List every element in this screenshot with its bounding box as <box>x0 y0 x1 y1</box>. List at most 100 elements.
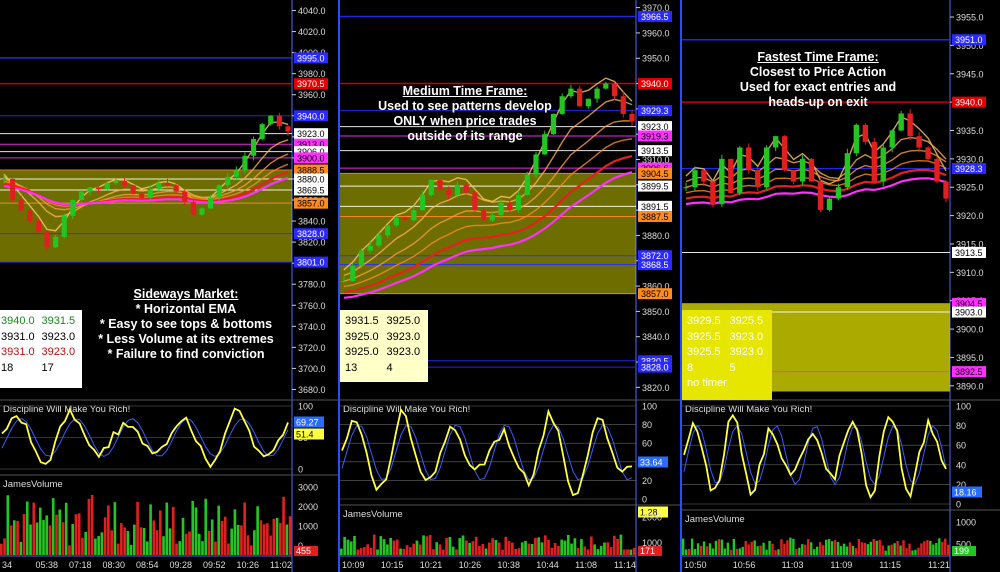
volume-bar <box>120 523 123 555</box>
candle-body <box>402 217 408 221</box>
volume-bar <box>845 546 849 555</box>
volume-bar <box>851 545 855 555</box>
candle-body <box>190 202 196 215</box>
candle-body <box>907 113 913 137</box>
time-tick-label: 10:15 <box>381 560 404 570</box>
ema-line <box>3 139 289 218</box>
volume-bar <box>580 539 583 555</box>
table-cell: 3931.0 <box>1 346 35 358</box>
price-tick-label: 3930.0 <box>956 154 984 164</box>
candle-body <box>728 158 734 193</box>
volume-bar <box>494 540 498 555</box>
candle-body <box>285 126 291 132</box>
left-order-table: 3940.0 3931.5 3931.0 3923.0 3931.0 3923.0 1… <box>0 310 82 388</box>
price-tag-label: 3940.0 <box>297 111 325 121</box>
time-tick-label: 10:21 <box>420 560 443 570</box>
candle-body <box>358 250 365 266</box>
candle-body <box>182 191 188 203</box>
price-tag-label: 3900.0 <box>297 153 325 163</box>
candle-body <box>524 174 530 195</box>
left-annotation-title: Sideways Market: <box>133 287 239 301</box>
volume-bar <box>511 542 514 555</box>
table-cell: 5 <box>729 361 736 374</box>
volume-bar <box>923 541 926 555</box>
candle-body <box>611 83 618 97</box>
candle-body <box>594 88 600 99</box>
candle-body <box>225 176 231 186</box>
volume-bar <box>543 535 547 555</box>
volume-bar <box>425 536 429 555</box>
volume-bar <box>395 539 399 555</box>
price-tag-label: 3966.5 <box>641 12 669 22</box>
volume-bar <box>12 520 16 555</box>
volume-bar <box>110 530 113 555</box>
oscillator-tick-label: 80 <box>956 421 966 431</box>
volume-bar <box>445 538 448 555</box>
volume-bar <box>71 524 75 555</box>
volume-tick-label: 2000 <box>298 502 318 512</box>
candle-body <box>268 115 274 125</box>
volume-bar <box>448 536 452 555</box>
volume-bar <box>714 540 718 555</box>
candle-body <box>871 141 877 182</box>
volume-bar <box>827 539 831 555</box>
volume-bar <box>732 538 735 555</box>
volume-bar <box>279 522 282 555</box>
volume-bar <box>684 549 688 555</box>
volume-bar <box>272 518 276 555</box>
volume-tick-label: 1000 <box>956 518 976 528</box>
volume-bar <box>911 550 914 555</box>
volume-bar <box>51 498 55 555</box>
price-tag <box>638 250 672 262</box>
volume-bar <box>405 545 409 555</box>
volume-bar <box>929 540 932 555</box>
volume-bar <box>553 542 557 555</box>
middle-annotation-line: Used to see patterns develop <box>378 99 552 113</box>
candle-body <box>87 187 93 192</box>
candle-body <box>233 170 239 177</box>
left-annotation-line: * Less Volume at its extremes <box>98 332 274 346</box>
price-tag-label: 3904.5 <box>641 169 669 179</box>
table-row: 3925.5 3923.0 <box>687 330 772 346</box>
price-tag-label: 3830.5 <box>641 356 669 366</box>
price-tag <box>952 34 986 46</box>
table-cell: 3925.5 <box>687 330 721 343</box>
time-tick-label: 10:56 <box>733 560 756 570</box>
price-tag-label: 3888.5 <box>297 166 325 176</box>
candle-body <box>446 189 452 195</box>
candle-body <box>472 192 478 211</box>
volume-bar <box>789 537 792 555</box>
price-tag-label: 3940.0 <box>641 79 669 89</box>
price-tag-label: 3828.0 <box>641 363 669 373</box>
price-tick-label: 3910.0 <box>642 155 670 165</box>
price-tick-label: 3945.0 <box>956 69 984 79</box>
volume-bar <box>501 549 504 555</box>
price-tick-label: 3840.0 <box>642 332 670 342</box>
volume-bar <box>696 543 700 555</box>
price-tag <box>638 121 672 133</box>
candle-body <box>585 98 591 107</box>
middle-annotation: Medium Time Frame: Used to see patterns … <box>350 84 580 144</box>
candle-body <box>276 115 282 127</box>
volume-bar <box>165 502 169 555</box>
ema-line <box>343 77 633 271</box>
volume-bar <box>881 545 884 555</box>
volume-bar <box>878 539 881 555</box>
price-tick-label: 3970.0 <box>642 3 670 13</box>
candle-body <box>350 265 356 282</box>
right-annotation-title: Fastest Time Frame: <box>757 50 879 64</box>
oscillator-tag-label: 33.64 <box>640 458 663 468</box>
volume-bar <box>699 545 703 555</box>
price-tag <box>952 298 986 310</box>
oscillator-tick-label: 0 <box>642 495 647 505</box>
price-tag <box>638 145 672 157</box>
price-tag <box>294 78 328 90</box>
table-cell: 3923.0 <box>386 346 421 358</box>
candle-body <box>130 185 136 194</box>
price-tick-label: 3880.0 <box>642 231 670 241</box>
candle-body <box>61 215 67 237</box>
table-row: 3925.0 3923.0 <box>345 345 428 361</box>
candle-body <box>934 158 940 182</box>
